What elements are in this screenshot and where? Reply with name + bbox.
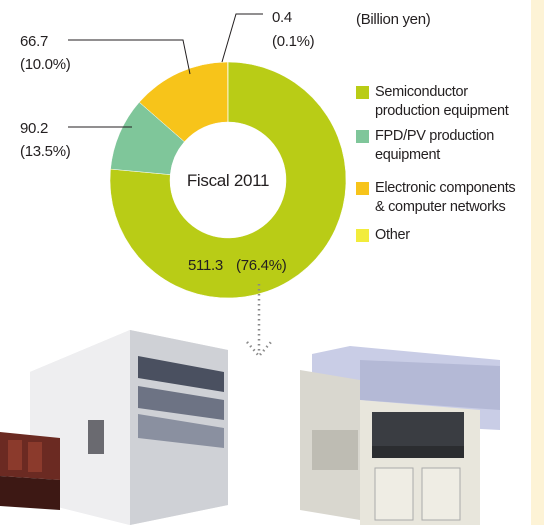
value-label: 0.4 xyxy=(272,9,292,26)
legend-swatch xyxy=(356,130,369,143)
value-label: 90.2 xyxy=(20,120,48,137)
center-label: Fiscal 2011 xyxy=(187,171,269,190)
legend-item: Other xyxy=(356,226,528,245)
legend-label: FPD/PV production equipment xyxy=(375,128,495,163)
legend-swatch xyxy=(356,182,369,195)
legend-swatch xyxy=(356,86,369,99)
legend-item: FPD/PV production equipment xyxy=(356,127,528,165)
percent-label: (13.5%) xyxy=(20,143,71,160)
donut-slice xyxy=(109,61,347,299)
donut xyxy=(109,61,347,299)
leader-line xyxy=(68,39,191,75)
equipment-photo xyxy=(0,330,228,525)
legend-label: Other xyxy=(375,227,410,243)
side-strip xyxy=(531,0,544,525)
donut-slice xyxy=(110,101,185,175)
equipment-photo xyxy=(300,346,500,525)
legend-label: Electronic components & computer network… xyxy=(375,180,516,215)
value-label: 66.7 xyxy=(20,33,48,50)
percent-label: (76.4%) xyxy=(236,257,287,274)
legend-swatch xyxy=(356,229,369,242)
value-label: 511.3 xyxy=(188,257,223,274)
legend-item: Electronic components & computer network… xyxy=(356,179,528,217)
legend-label: Semiconductor production equipment xyxy=(375,84,509,119)
arrow-head xyxy=(246,341,272,358)
unit-label: (Billion yen) xyxy=(356,11,431,28)
leader-line xyxy=(221,13,263,63)
percent-label: (0.1%) xyxy=(272,33,315,50)
legend-item: Semiconductor production equipment xyxy=(356,83,528,121)
percent-label: (10.0%) xyxy=(20,56,71,73)
